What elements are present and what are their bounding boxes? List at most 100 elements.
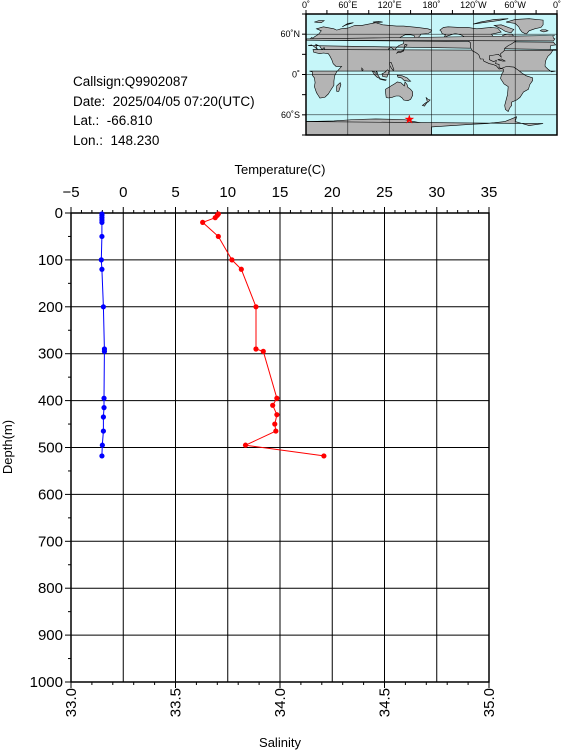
- temperature-axis-title: Temperature(C): [234, 162, 325, 177]
- profile-chart: −5 0 5 10 15 20 25 30 35 0 100 200 300 400 500 600 700 8…: [0, 162, 498, 750]
- temperature-point: [270, 402, 276, 408]
- temperature-point: [272, 421, 278, 427]
- latitude-text: Lat.: -66.810: [73, 113, 153, 128]
- salinity-point: [101, 348, 108, 354]
- salinity-point: [100, 414, 106, 420]
- map-longitude-label: 120˚E: [378, 0, 402, 10]
- depth-tick-label: 700: [38, 533, 63, 550]
- temperature-tick-label: 5: [171, 184, 179, 201]
- indonesia-landmass: [379, 78, 387, 81]
- baffin-landmass: [493, 24, 515, 34]
- canadian-arctic-landmass: [473, 18, 509, 25]
- sri-lanka-landmass: [361, 67, 364, 71]
- salinity-point: [99, 219, 105, 225]
- temperature-point: [274, 412, 280, 418]
- temperature-point: [212, 215, 218, 221]
- temperature-tick-label: 20: [324, 184, 341, 201]
- depth-tick-labels: 0 100 200 300 400 500 600 700 800 900 1000: [30, 205, 63, 691]
- date-text: Date: 2025/04/05 07:20(UTC): [73, 93, 255, 109]
- new-zealand-landmass: [421, 97, 431, 107]
- borneo-landmass: [381, 69, 390, 78]
- map-frame: [305, 13, 558, 136]
- siberian-islands-landmass: [372, 21, 383, 24]
- map-latitude-label: 60˚N: [280, 29, 300, 39]
- map-land: [305, 18, 557, 136]
- salinity-axis-title: Salinity: [259, 735, 301, 750]
- temperature-point: [274, 395, 280, 401]
- salinity-profile-line: [100, 213, 105, 456]
- temperature-tick-label: −5: [62, 184, 79, 201]
- minor-ticks: [65, 207, 490, 688]
- new-guinea-landmass: [396, 74, 412, 82]
- temperature-point: [321, 453, 327, 459]
- iceland-landmass: [539, 29, 549, 33]
- madagascar-landmass: [336, 82, 342, 92]
- salinity-tick-label: 34.0: [272, 688, 289, 717]
- salinity-point: [99, 266, 105, 272]
- salinity-tick-labels: 33.0 33.5 34.0 34.5 35.0: [63, 688, 498, 717]
- temperature-point: [238, 266, 244, 272]
- temperature-point: [253, 346, 259, 352]
- depth-tick-label: 500: [38, 440, 63, 457]
- temperature-tick-labels: −5 0 5 10 15 20 25 30 35: [62, 184, 497, 201]
- australia-landmass: [385, 81, 414, 102]
- japan-landmass: [396, 43, 408, 54]
- temperature-tick-label: 0: [119, 184, 127, 201]
- temperature-point: [215, 233, 221, 240]
- depth-axis-title: Depth(m): [0, 420, 15, 474]
- map-longitude-label: 0˚: [553, 0, 561, 10]
- temperature-profile-line: [201, 213, 324, 457]
- salinity-tick-label: 35.0: [481, 688, 498, 717]
- depth-tick-label: 400: [38, 393, 63, 410]
- temperature-point: [200, 219, 206, 225]
- data-series: [98, 211, 327, 459]
- depth-tick-label: 900: [38, 627, 63, 644]
- depth-tick-label: 100: [38, 252, 63, 269]
- salinity-point: [101, 395, 107, 401]
- callsign-text: Callsign:Q9902087: [73, 74, 188, 89]
- temperature-point: [242, 442, 249, 448]
- salinity-tick-label: 33.0: [63, 688, 80, 717]
- map-longitude-label: 60˚W: [504, 0, 526, 10]
- map-latitude-label: 0˚: [292, 70, 300, 80]
- map-latitude-label: 60˚S: [281, 110, 300, 120]
- salinity-point: [99, 442, 105, 448]
- temperature-tick-label: 10: [219, 184, 236, 201]
- philippines-landmass: [389, 62, 395, 71]
- station-info: Callsign:Q9902087 Date: 2025/04/05 07:20…: [73, 72, 255, 150]
- salinity-point: [100, 428, 106, 434]
- map-labels: 0˚ 60˚E 120˚E 180˚ 120˚W 60˚W 0˚ 60˚N 0˚ 60˚S: [280, 0, 561, 120]
- temperature-point: [253, 304, 259, 310]
- cuba-landmass: [497, 58, 506, 62]
- salinity-tick-label: 33.5: [168, 688, 185, 717]
- depth-tick-label: 0: [55, 205, 63, 222]
- temperature-tick-label: 25: [376, 184, 393, 201]
- south-america-landmass: [500, 66, 533, 112]
- temperature-point: [273, 428, 279, 434]
- map-longitude-label: 120˚W: [460, 0, 487, 10]
- map-longitude-label: 180˚: [422, 0, 440, 10]
- svalbard-landmass: [314, 20, 326, 24]
- salinity-point: [99, 233, 105, 240]
- depth-tick-label: 1000: [30, 674, 63, 691]
- station-star-icon: [404, 114, 415, 124]
- depth-tick-label: 600: [38, 486, 63, 503]
- depth-tick-label: 300: [38, 346, 63, 363]
- temperature-tick-label: 15: [272, 184, 289, 201]
- depth-tick-label: 800: [38, 580, 63, 597]
- temperature-tick-label: 35: [481, 184, 498, 201]
- temperature-point: [229, 257, 235, 263]
- salinity-point: [99, 453, 105, 459]
- map-longitude-label: 60˚E: [338, 0, 357, 10]
- chart-grid: [70, 212, 490, 683]
- map-longitude-label: 0˚: [302, 0, 310, 10]
- salinity-tick-label: 34.5: [377, 688, 394, 717]
- salinity-point: [101, 405, 107, 411]
- temperature-tick-label: 30: [428, 184, 445, 201]
- temperature-point: [260, 348, 266, 354]
- salinity-point: [98, 257, 104, 263]
- depth-tick-label: 200: [38, 299, 63, 316]
- longitude-text: Lon.: 148.230: [73, 132, 160, 148]
- salinity-point: [100, 304, 106, 310]
